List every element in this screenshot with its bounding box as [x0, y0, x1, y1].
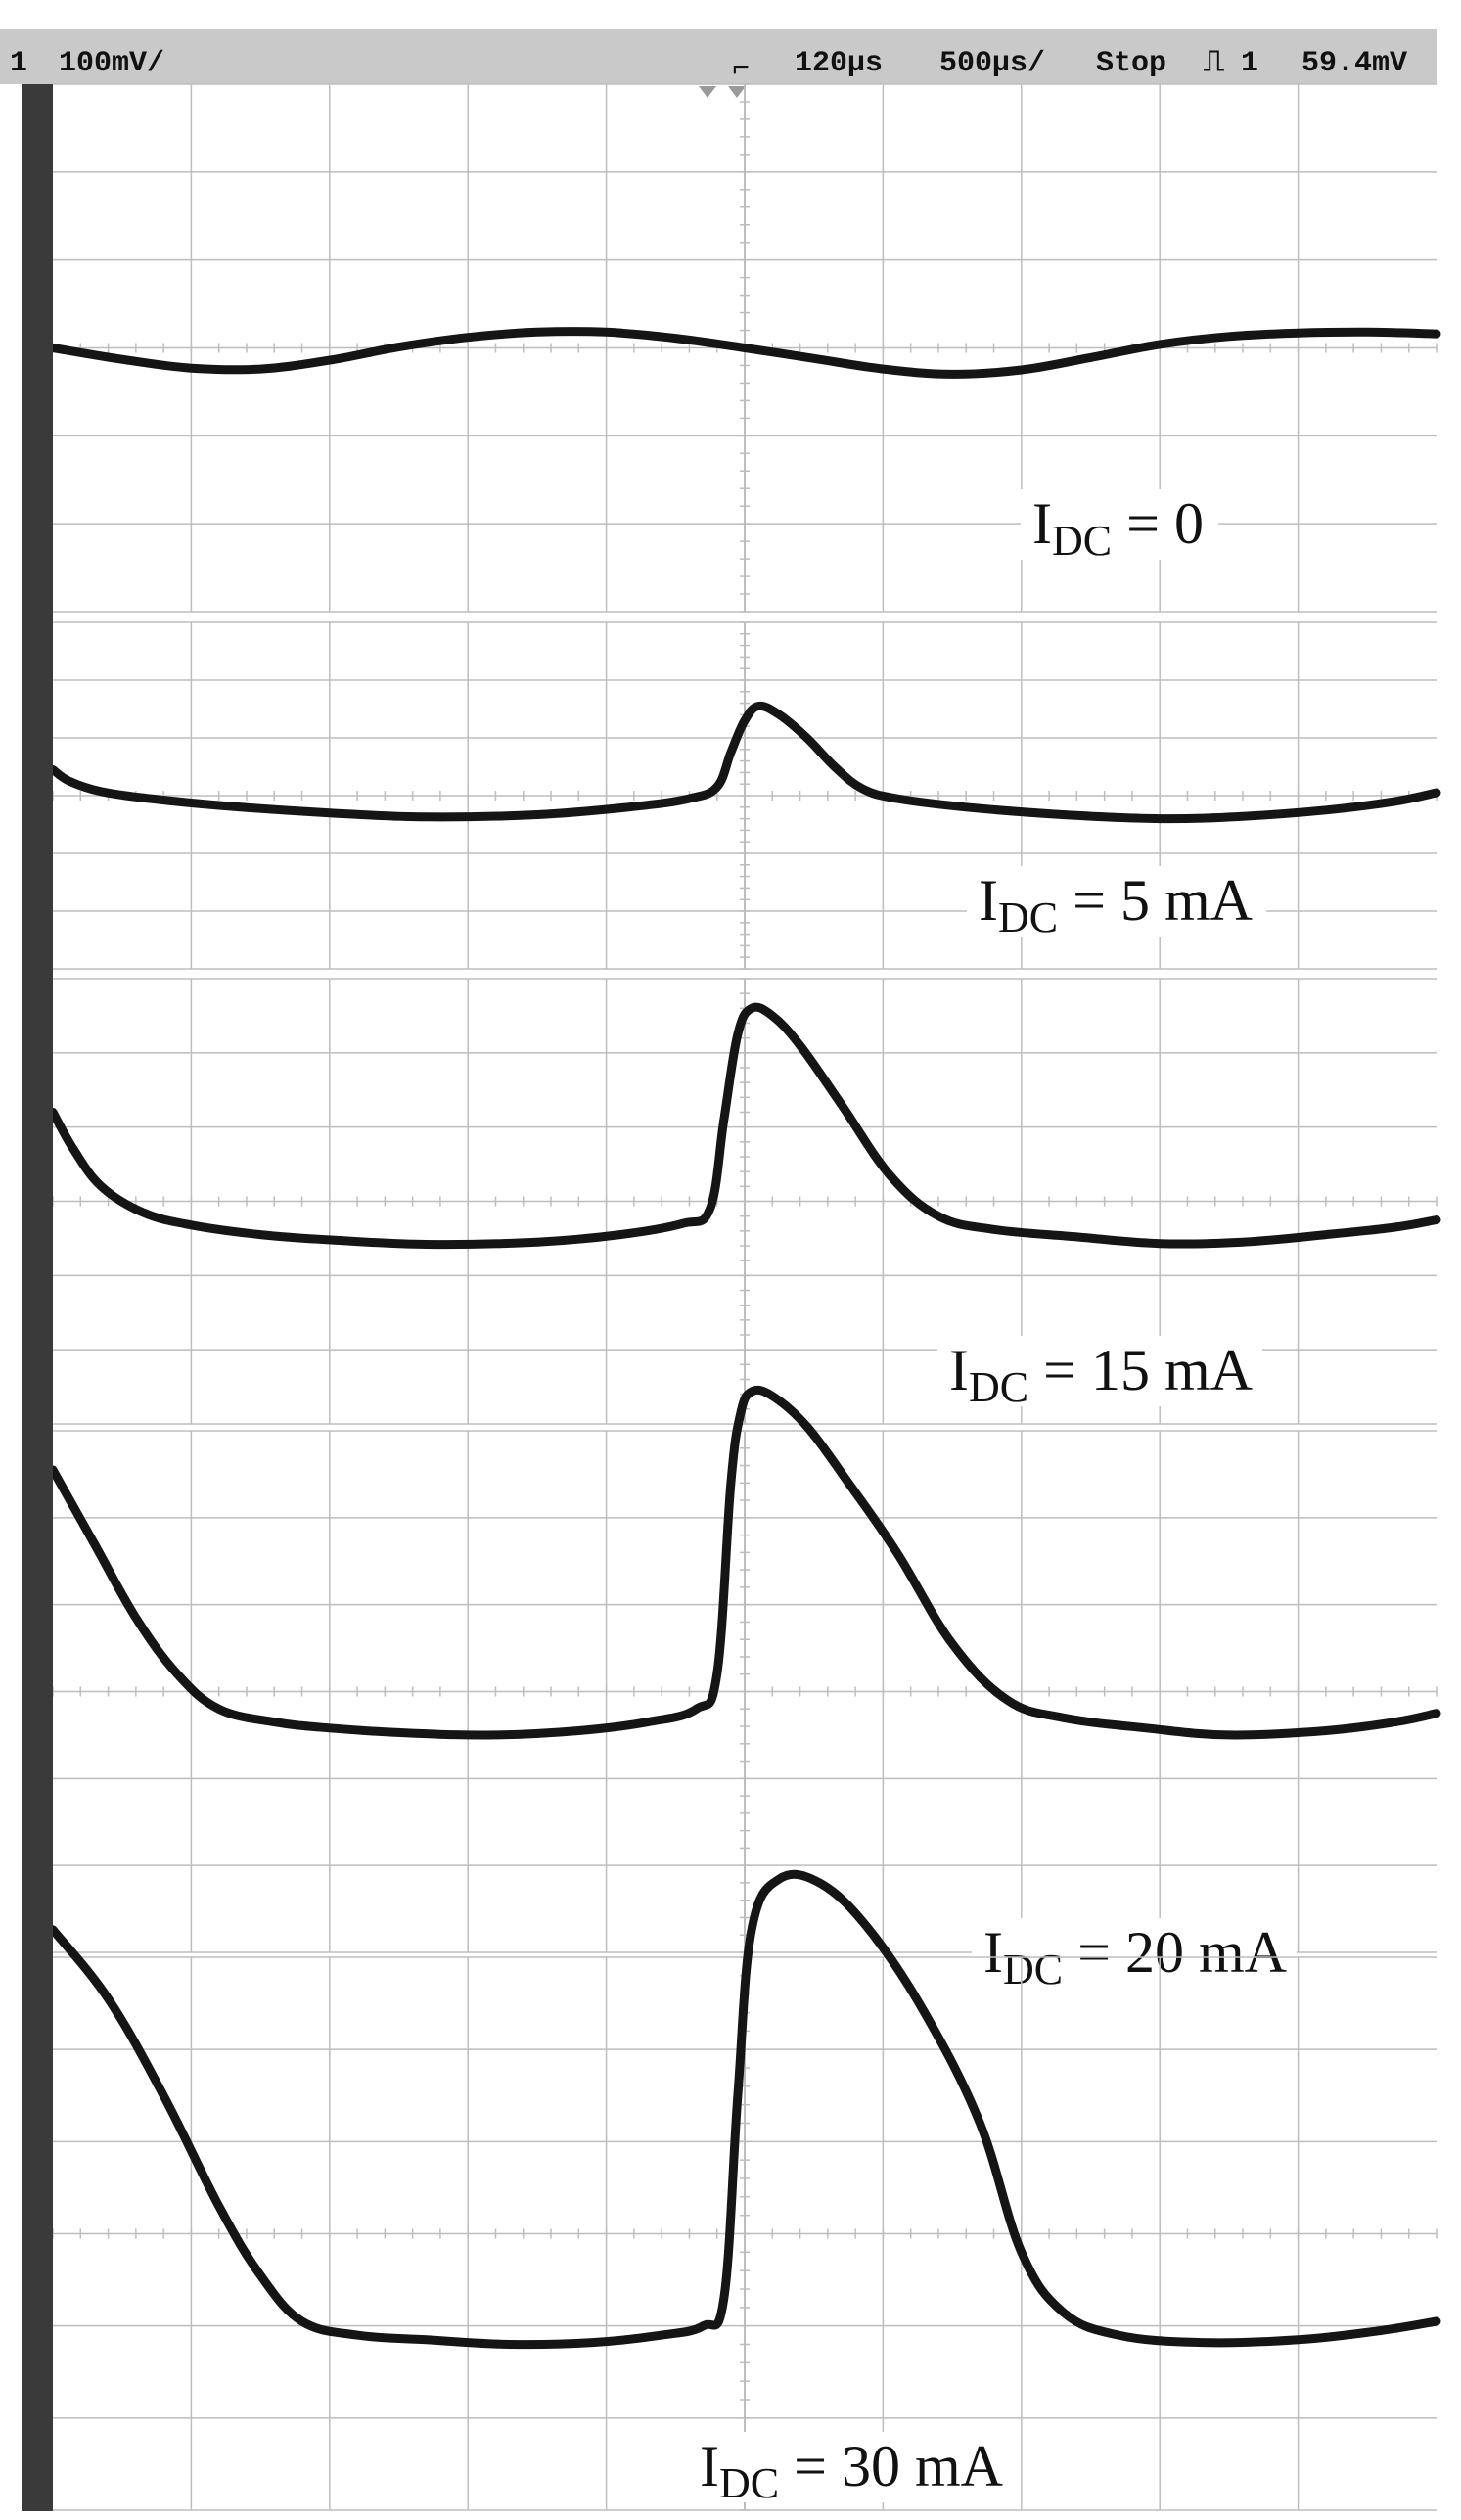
label-backdrop	[688, 2432, 1013, 2502]
label-symbol: I	[983, 1920, 1003, 1985]
status-bar: 1 100mV/ ⌐ 120µs 500µs/ Stop ⎍ 1 59.4mV	[0, 29, 1437, 86]
channel-number: 1	[10, 47, 27, 80]
panel-label: IDC = 5 mA	[979, 868, 1253, 941]
screen-left-edge	[22, 84, 53, 2511]
trigger-marker-icon	[699, 86, 716, 98]
label-subscript: DC	[719, 2459, 779, 2507]
trigger-delay: 120	[795, 47, 847, 80]
label-value: = 15 mA	[1028, 1338, 1253, 1402]
volts-per-div: 100	[59, 47, 112, 80]
panel-label: IDC = 0	[1032, 491, 1204, 565]
volts-unit: mV/	[112, 47, 164, 80]
label-subscript: DC	[1003, 1946, 1063, 1993]
label-symbol: I	[949, 1338, 969, 1402]
label-backdrop	[1021, 489, 1218, 560]
trace-line	[48, 701, 1441, 824]
label-symbol: I	[1032, 491, 1052, 556]
trace-line	[48, 1002, 1441, 1250]
svg-text:1 100mV/: 1 100mV/	[10, 47, 164, 80]
label-backdrop	[937, 1336, 1262, 1406]
label-value: = 20 mA	[1063, 1920, 1287, 1985]
panel-label: IDC = 20 mA	[983, 1920, 1287, 1993]
trigger-channel: 1	[1241, 47, 1258, 80]
trigger-position-icon: ⌐	[732, 53, 750, 86]
svg-text:1 59.4mV: 1 59.4mV	[1241, 47, 1407, 80]
panel-label: IDC = 15 mA	[949, 1338, 1253, 1411]
delay-unit: µs	[847, 47, 883, 80]
svg-text:120µs 500µs/ Stop: 120µs 500µs/ Stop	[795, 47, 1166, 80]
label-value: = 0	[1112, 491, 1204, 556]
trigger-unit: mV	[1372, 47, 1407, 80]
trace-panel: IDC = 5 mA	[23, 621, 1441, 970]
label-subscript: DC	[969, 1363, 1028, 1411]
trace-panel: IDC = 30 mA	[23, 1869, 1441, 2511]
label-backdrop	[967, 866, 1266, 937]
trace-line	[48, 327, 1441, 379]
label-value: = 30 mA	[779, 2434, 1003, 2498]
trace-panel: IDC = 0	[23, 83, 1441, 613]
trace-line	[48, 1869, 1441, 2350]
label-subscript: DC	[1052, 517, 1112, 565]
panel-label: IDC = 30 mA	[700, 2434, 1003, 2507]
label-value: = 5 mA	[1058, 868, 1253, 933]
time-unit: µs/	[992, 47, 1045, 80]
trigger-level: 59.4	[1301, 47, 1372, 80]
trace-line	[48, 1385, 1441, 1740]
label-symbol: I	[979, 868, 998, 933]
time-per-div: 500	[939, 47, 992, 80]
trigger-marker-icon	[728, 86, 746, 98]
trace-panel: IDC = 15 mA	[23, 978, 1441, 1425]
label-backdrop	[972, 1918, 1297, 1989]
trace-panel: IDC = 20 mA	[23, 1385, 1441, 1993]
run-state: Stop	[1096, 47, 1166, 80]
label-symbol: I	[700, 2434, 719, 2498]
label-subscript: DC	[998, 893, 1058, 941]
trigger-edge-icon: ⎍	[1204, 47, 1224, 80]
